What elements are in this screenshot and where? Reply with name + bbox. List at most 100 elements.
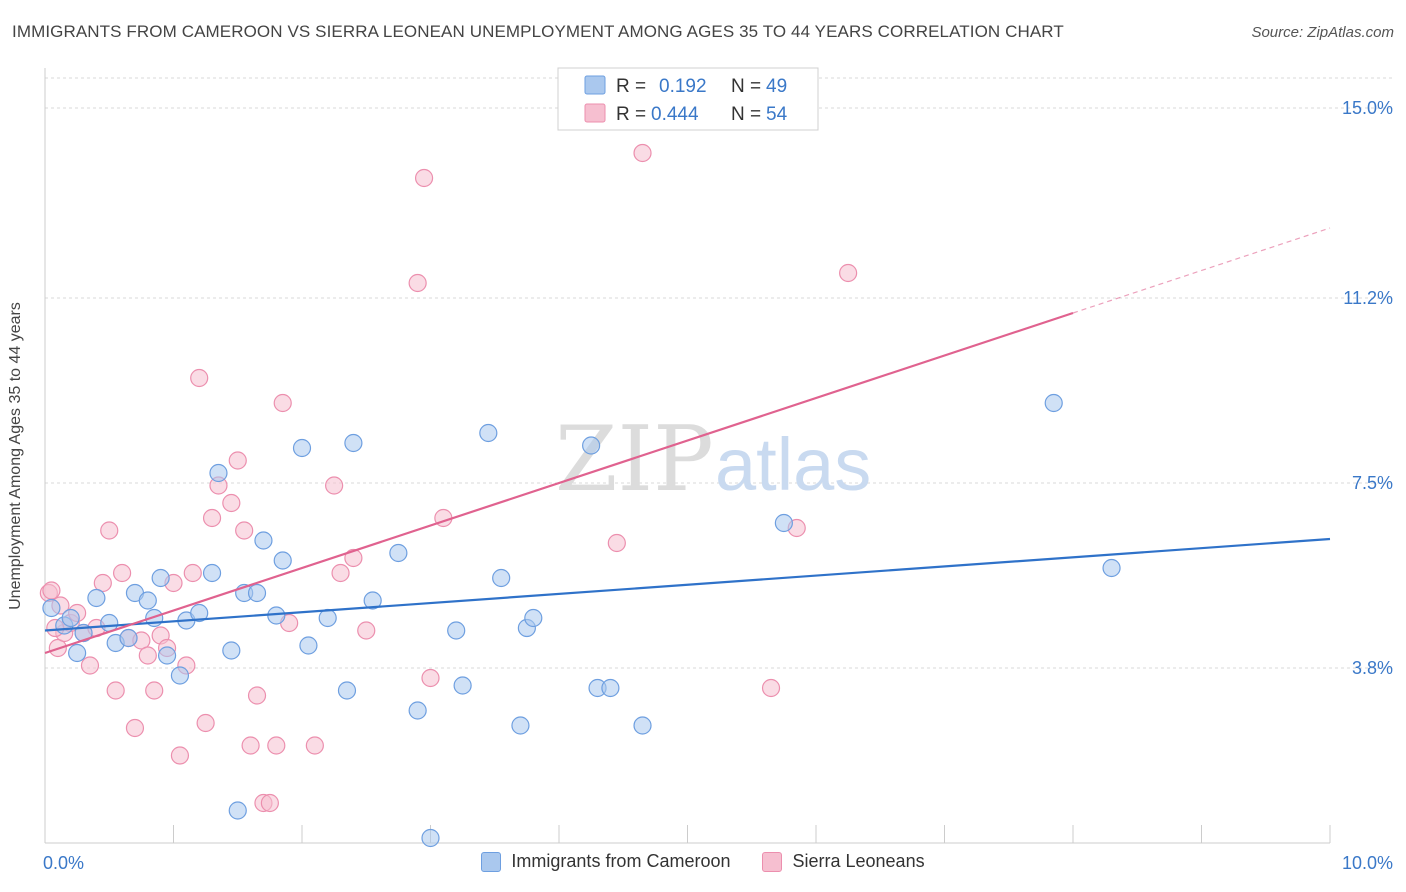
sierra-leoneans-point [196, 713, 215, 733]
cameroon-point [151, 568, 170, 588]
cameroon-point [511, 716, 530, 735]
sierra-leoneans-point [344, 548, 363, 568]
y-axis-label: Unemployment Among Ages 35 to 44 years [7, 302, 24, 610]
cameroon-point [344, 433, 363, 453]
y-tick-label: 7.5% [1352, 473, 1393, 493]
sierra-leoneans-point [761, 678, 781, 698]
sierra-leoneans-point [112, 563, 132, 583]
cameroon-point [61, 608, 80, 628]
series-legend-item-sierra-leoneans: Sierra Leoneans [762, 851, 925, 872]
source-credit: Source: ZipAtlas.com [1251, 24, 1394, 41]
cameroon-point [633, 716, 652, 735]
cameroon-trend-line [44, 537, 1331, 632]
sierra-leoneans-point [80, 656, 100, 675]
watermark: ZIP atlas [555, 407, 871, 512]
cameroon-point [254, 531, 273, 550]
y-tick-label: 11.2% [1343, 288, 1393, 308]
cameroon-point [202, 563, 222, 583]
cameroon-point [87, 588, 106, 608]
cameroon-point [170, 666, 190, 685]
legend-swatch-cameroon [584, 75, 606, 95]
cameroon-point [479, 423, 498, 443]
chart-title: IMMIGRANTS FROM CAMEROON VS SIERRA LEONE… [12, 22, 1064, 41]
sierra-leoneans-point [42, 581, 61, 600]
cameroon-point [774, 513, 793, 533]
cameroon-point [138, 591, 157, 610]
y-tick-label: 3.8% [1352, 658, 1393, 678]
sierra-leoneans-point [325, 476, 344, 495]
sierra-leoneans-point [421, 668, 440, 688]
sierra-leoneans-point [183, 563, 202, 583]
cameroon-point [42, 598, 61, 618]
cameroon-point [408, 701, 427, 720]
sierra-leoneans-point [100, 521, 119, 540]
cameroon-point [273, 551, 292, 570]
sierra-leoneans-point [414, 168, 434, 188]
sierra-leoneans-point [241, 736, 260, 755]
legend-r-label-sierra-leoneans: R = [616, 104, 646, 125]
cameroon-point [389, 543, 408, 563]
sierra-leoneans-point [839, 263, 858, 283]
series-legend-label-sierra-leoneans: Sierra Leoneans [792, 851, 925, 871]
cameroon-point [157, 646, 177, 665]
legend-n-value-cameroon: 49 [766, 76, 787, 97]
sierra-leoneans-trend-extension [1072, 227, 1331, 314]
sierra-leoneans-point [93, 573, 112, 593]
cameroon-point [68, 643, 87, 663]
x-tick-label: 10.0% [1342, 853, 1393, 873]
cameroon-point [447, 621, 466, 640]
cameroon-point [292, 438, 312, 458]
legend-r-value-sierra-leoneans: 0.444 [651, 104, 699, 125]
tick-labels: 3.8% 7.5% 11.2% 15.0% 0.0% 10.0% [43, 98, 1393, 873]
sierra-leoneans-point [222, 493, 241, 513]
sierra-leoneans-point [202, 508, 222, 528]
correlation-legend: R = 0.192 N = 49 R = 0.444 N = 54 [557, 67, 819, 131]
cameroon-point [247, 583, 267, 603]
cameroon-point [209, 463, 228, 483]
legend-n-value-sierra-leoneans: 54 [766, 104, 788, 125]
cameroon-point [190, 603, 209, 623]
gridlines [45, 77, 1392, 669]
sierra-leoneans-point [190, 368, 209, 388]
cameroon-point [453, 676, 472, 695]
sierra-leoneans-point [247, 686, 267, 705]
sierra-leoneans-trend-line [44, 311, 1074, 655]
cameroon-point [601, 678, 620, 698]
sierra-leoneans-point [228, 451, 247, 470]
sierra-leoneans-point [607, 533, 626, 553]
legend-n-label-sierra-leoneans: N = [731, 104, 761, 125]
sierra-leoneans-point [106, 681, 125, 700]
series-legend: Immigrants from Cameroon Sierra Leoneans [0, 851, 1406, 872]
sierra-leoneans-point [267, 736, 286, 755]
legend-r-value-cameroon: 0.192 [659, 76, 707, 97]
cameroon-point [1044, 393, 1063, 413]
series-legend-item-cameroon: Immigrants from Cameroon [481, 851, 730, 872]
sierra-leoneans-point [357, 621, 376, 640]
cameroon-point [363, 591, 382, 610]
y-tick-label: 15.0% [1342, 98, 1393, 118]
sierra-leoneans-point [145, 681, 164, 700]
trend-lines [44, 227, 1331, 655]
cameroon-point [1102, 558, 1121, 578]
cameroon-point [119, 628, 138, 648]
cameroon-point [421, 828, 440, 848]
cameroon-point [228, 801, 247, 820]
sierra-leoneans-point [633, 143, 652, 163]
sierra-leoneans-point [125, 718, 145, 738]
cameroon-point [337, 681, 357, 700]
series-legend-label-cameroon: Immigrants from Cameroon [511, 851, 731, 871]
cameroon-point [299, 636, 318, 655]
watermark-zip: ZIP [555, 407, 714, 512]
legend-r-label-cameroon: R = [616, 76, 646, 97]
legend-swatch-sierra-leoneans [584, 103, 606, 123]
sierra-leoneans-point [305, 736, 324, 755]
sierra-leoneans-point [235, 521, 254, 540]
sierra-leoneans-point [408, 273, 427, 293]
series-legend-swatch-cameroon [481, 851, 502, 872]
cameroon-point [524, 608, 543, 628]
sierra-leoneans-point [170, 746, 190, 765]
cameroon-point [582, 436, 601, 455]
cameroon-point [492, 568, 511, 588]
sierra-leoneans-point [273, 393, 292, 413]
